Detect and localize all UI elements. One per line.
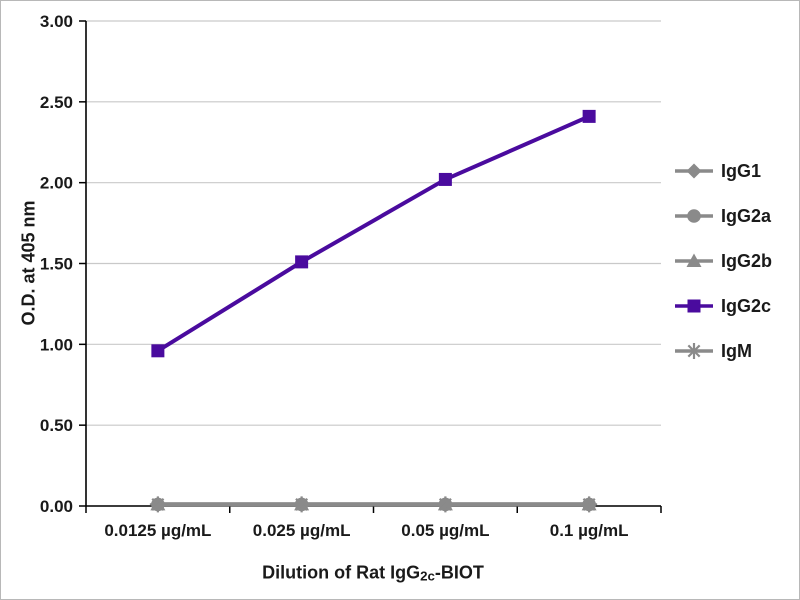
legend-item-igg2a: IgG2a — [673, 204, 772, 228]
y-tick-label: 0.50 — [40, 416, 73, 435]
square-icon — [675, 299, 713, 313]
x-axis-title-part: -BIOT — [434, 562, 484, 583]
legend: IgG1 IgG2a IgG2b IgG2c IgM — [673, 159, 772, 384]
legend-item-igg2c: IgG2c — [673, 294, 772, 318]
circle-icon — [675, 209, 713, 223]
legend-label: IgG2b — [721, 250, 773, 271]
x-tick-label: 0.05 µg/mL — [401, 521, 489, 540]
asterisk-icon — [675, 343, 713, 359]
legend-label: IgG2c — [721, 295, 772, 316]
x-axis-title-part: 2c — [420, 568, 435, 584]
legend-item-igg2b: IgG2b — [673, 249, 772, 273]
y-axis-title: O.D. at 405 nm — [18, 200, 39, 326]
y-tick-label: 2.50 — [40, 93, 73, 112]
diamond-icon — [675, 163, 713, 179]
x-tick-label: 0.1 µg/mL — [550, 521, 629, 540]
y-tick-label: 2.00 — [40, 174, 73, 193]
x-axis-title-part: Dilution of Rat IgG — [262, 562, 421, 583]
y-tick-label: 3.00 — [40, 12, 73, 31]
legend-label: IgM — [721, 340, 752, 361]
legend-label: IgG1 — [721, 160, 762, 181]
x-axis-title: Dilution of Rat IgG2c-BIOT — [262, 563, 484, 584]
y-tick-label: 1.00 — [40, 335, 73, 354]
y-tick-label: 0.00 — [40, 497, 73, 516]
legend-label: IgG2a — [721, 205, 772, 226]
triangle-icon — [675, 253, 713, 267]
x-tick-label: 0.0125 µg/mL — [104, 521, 211, 540]
y-tick-label: 1.50 — [40, 255, 73, 274]
x-tick-label: 0.025 µg/mL — [253, 521, 351, 540]
series-line-igg2c — [155, 114, 592, 353]
legend-item-igm: IgM — [673, 339, 772, 363]
legend-item-igg1: IgG1 — [673, 159, 772, 183]
